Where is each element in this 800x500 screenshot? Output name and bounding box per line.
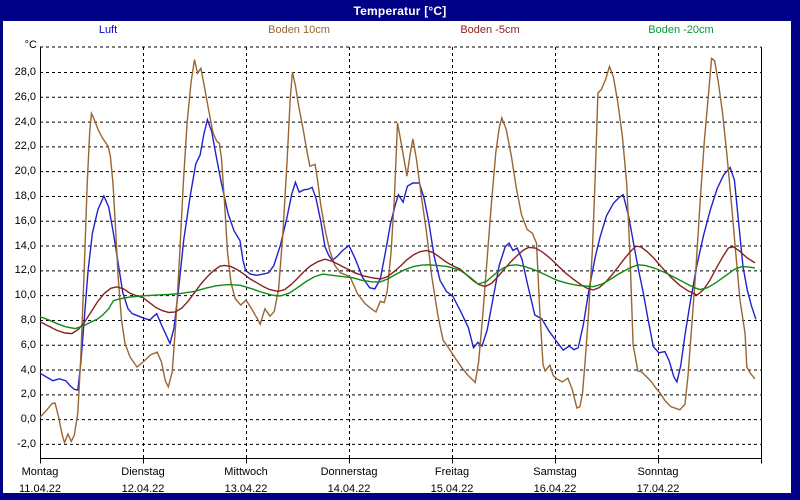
y-tick-label: -2,0 [17,437,36,450]
y-tick-label: 20,0 [14,165,36,178]
y-tick-label: 10,0 [14,289,36,302]
y-tick-label: 28,0 [14,66,36,78]
y-tick-label: 14,0 [14,239,36,252]
y-tick-label: 26,0 [14,90,36,103]
x-date-label: 12.04.22 [121,483,165,495]
y-tick-label: 18,0 [14,189,36,202]
y-axis-unit-label: °C [24,39,37,51]
x-day-label: Freitag [434,466,470,478]
legend-item-boden-20cm: Boden -20cm [648,24,714,36]
x-day-label: Dienstag [121,466,165,478]
y-tick-label: 0,0 [20,413,36,426]
legend-item-luft: Luft [98,24,118,36]
y-tick-label: 12,0 [14,264,36,277]
legend-item-boden-5cm: Boden -5cm [460,24,520,36]
y-tick-label: 8,0 [20,313,36,326]
x-date-label: 13.04.22 [224,483,268,495]
legend-item-boden-10cm: Boden 10cm [268,24,330,36]
x-day-label: Donnerstag [320,466,378,478]
x-date-label: 14.04.22 [327,483,371,495]
series-boden-5cm [39,245,756,335]
series-boden-10cm [39,57,756,445]
window-titlebar: Temperatur [°C] [0,0,800,21]
series-boden-20cm [39,264,756,330]
y-tick-label: 4,0 [20,363,36,376]
window-title: Temperatur [°C] [353,3,447,18]
x-day-label: Montag [21,466,59,478]
x-day-label: Sonntag [637,466,679,478]
y-tick-label: 24,0 [14,115,36,128]
x-date-label: 17.04.22 [636,483,680,495]
x-date-label: 15.04.22 [430,483,474,495]
x-date-label: 11.04.22 [18,483,62,495]
x-day-label: Mittwoch [224,466,268,478]
x-date-label: 16.04.22 [533,483,577,495]
y-tick-label: 2,0 [20,388,36,401]
x-day-label: Samstag [533,466,577,478]
y-tick-label: 22,0 [14,140,36,153]
series-luft [39,117,757,391]
y-tick-label: 16,0 [14,214,36,227]
y-tick-label: 6,0 [20,338,36,351]
